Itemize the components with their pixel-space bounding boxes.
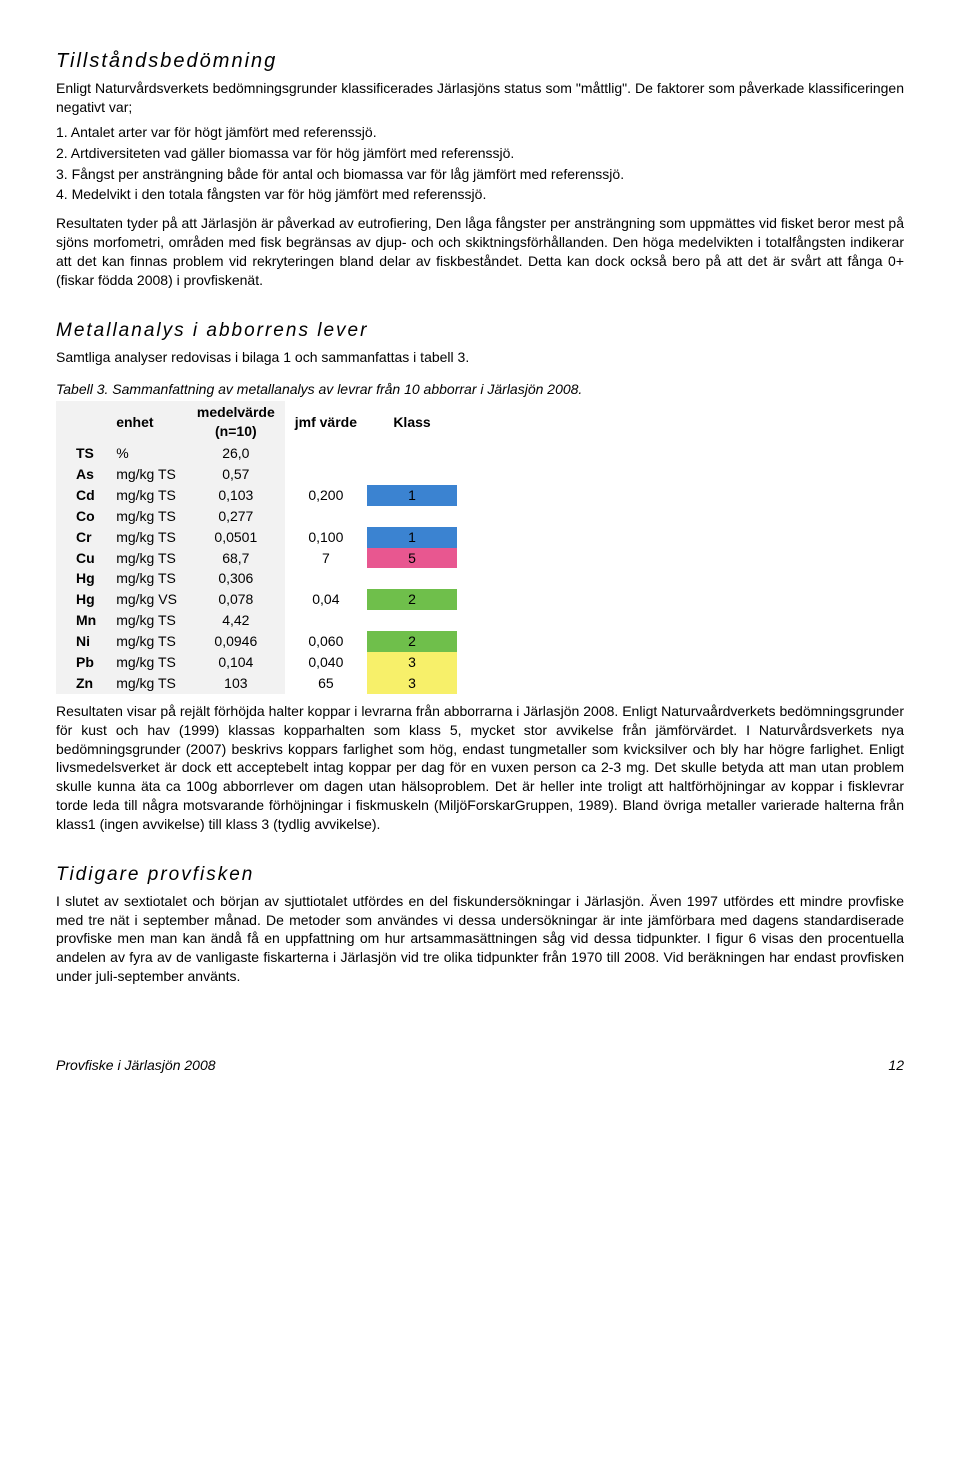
table-row: Pbmg/kg TS0,1040,0403 [56,652,457,673]
footer-title: Provfiske i Järlasjön 2008 [56,1057,216,1073]
table-row: Mnmg/kg TS4,42 [56,610,457,631]
col-mean: medelvärde (n=10) [187,401,285,443]
cell-mean: 0,078 [187,589,285,610]
col-mean-sub: (n=10) [215,423,257,439]
cell-symbol: Hg [56,568,106,589]
cell-klass [367,610,457,631]
table-row: Comg/kg TS0,277 [56,506,457,527]
table-row: Asmg/kg TS0,57 [56,464,457,485]
cell-unit: mg/kg TS [106,652,187,673]
cell-mean: 0,104 [187,652,285,673]
cell-jmf: 0,060 [285,631,367,652]
table-row: Hgmg/kg TS0,306 [56,568,457,589]
cell-jmf [285,443,367,464]
table-row: Nimg/kg TS0,09460,0602 [56,631,457,652]
cell-jmf: 0,04 [285,589,367,610]
table-row: Hgmg/kg VS0,0780,042 [56,589,457,610]
col-unit: enhet [106,401,187,443]
cell-mean: 0,0946 [187,631,285,652]
cell-klass: 1 [367,527,457,548]
table-caption: Tabell 3. Sammanfattning av metallanalys… [56,380,904,399]
cell-mean: 0,103 [187,485,285,506]
cell-unit: mg/kg TS [106,527,187,548]
cell-symbol: Hg [56,589,106,610]
cell-klass: 1 [367,485,457,506]
cell-mean: 68,7 [187,548,285,569]
section1-intro: Enligt Naturvårdsverkets bedömningsgrund… [56,79,904,117]
cell-jmf [285,610,367,631]
cell-klass: 5 [367,548,457,569]
cell-unit: mg/kg VS [106,589,187,610]
cell-mean: 4,42 [187,610,285,631]
cell-jmf [285,464,367,485]
cell-symbol: TS [56,443,106,464]
cell-symbol: As [56,464,106,485]
cell-jmf: 65 [285,673,367,694]
cell-unit: mg/kg TS [106,464,187,485]
cell-symbol: Co [56,506,106,527]
cell-jmf: 7 [285,548,367,569]
cell-jmf [285,568,367,589]
list-item: 2. Artdiversiteten vad gäller biomassa v… [56,144,904,163]
cell-klass [367,506,457,527]
col-klass: Klass [367,401,457,443]
cell-klass: 3 [367,652,457,673]
cell-jmf: 0,100 [285,527,367,548]
cell-mean: 0,0501 [187,527,285,548]
cell-mean: 103 [187,673,285,694]
cell-symbol: Mn [56,610,106,631]
section2-intro: Samtliga analyser redovisas i bilaga 1 o… [56,348,904,367]
cell-mean: 0,306 [187,568,285,589]
cell-unit: mg/kg TS [106,506,187,527]
list-item: 4. Medelvikt i den totala fångsten var f… [56,185,904,204]
list-item: 3. Fångst per ansträngning både för anta… [56,165,904,184]
cell-klass [367,464,457,485]
section3-para: I slutet av sextiotalet och början av sj… [56,892,904,986]
cell-unit: % [106,443,187,464]
cell-symbol: Ni [56,631,106,652]
cell-symbol: Cr [56,527,106,548]
table-row: Cdmg/kg TS0,1030,2001 [56,485,457,506]
section-title-status: Tillståndsbedömning [56,48,904,75]
page-footer: Provfiske i Järlasjön 2008 12 [56,1056,904,1075]
cell-jmf: 0,040 [285,652,367,673]
cell-unit: mg/kg TS [106,673,187,694]
cell-mean: 0,57 [187,464,285,485]
cell-jmf [285,506,367,527]
list-item: 1. Antalet arter var för högt jämfört me… [56,123,904,142]
table-row: Znmg/kg TS103653 [56,673,457,694]
cell-klass [367,568,457,589]
table-row: Cumg/kg TS68,775 [56,548,457,569]
cell-symbol: Cd [56,485,106,506]
section-title-metal: Metallanalys i abborrens lever [56,318,904,344]
section2-para-after: Resultaten visar på rejält förhöjda halt… [56,702,904,834]
cell-unit: mg/kg TS [106,548,187,569]
footer-page: 12 [888,1056,904,1075]
cell-symbol: Cu [56,548,106,569]
section-title-previous: Tidigare provfisken [56,862,904,888]
cell-jmf: 0,200 [285,485,367,506]
cell-mean: 26,0 [187,443,285,464]
table-row: TS%26,0 [56,443,457,464]
cell-unit: mg/kg TS [106,568,187,589]
cell-unit: mg/kg TS [106,485,187,506]
cell-mean: 0,277 [187,506,285,527]
cell-klass [367,443,457,464]
cell-klass: 2 [367,589,457,610]
metal-table: enhet medelvärde (n=10) jmf värde Klass … [56,401,457,693]
section1-para2: Resultaten tyder på att Järlasjön är påv… [56,214,904,290]
col-mean-label: medelvärde [197,404,275,420]
cell-symbol: Zn [56,673,106,694]
cell-klass: 2 [367,631,457,652]
cell-symbol: Pb [56,652,106,673]
cell-unit: mg/kg TS [106,610,187,631]
cell-unit: mg/kg TS [106,631,187,652]
table-row: Crmg/kg TS0,05010,1001 [56,527,457,548]
section1-list: 1. Antalet arter var för högt jämfört me… [56,123,904,205]
col-jmf: jmf värde [285,401,367,443]
cell-klass: 3 [367,673,457,694]
